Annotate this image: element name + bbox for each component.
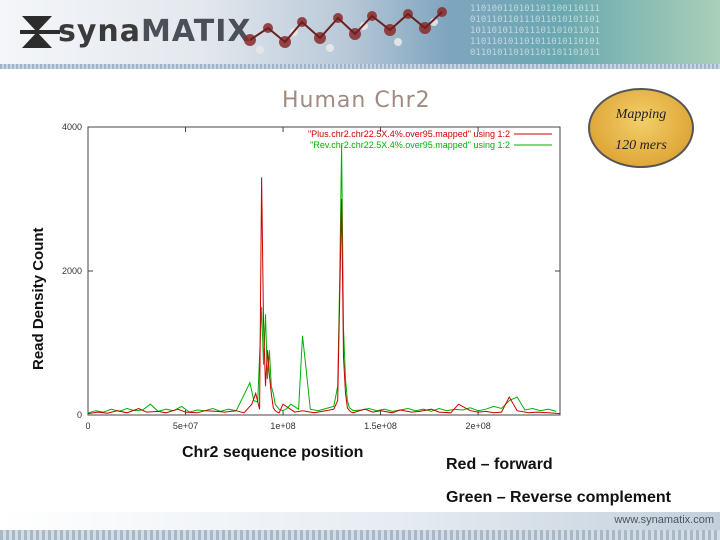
plot-area: 0 5e+07 1e+08 1.5e+08 2e+08 0 2000 4000 "Plus.ch… <box>62 122 561 431</box>
binary-line: 011010110101101101101011 <box>470 48 601 58</box>
logo-bar-icon <box>20 30 60 34</box>
x-tick-label: 5e+07 <box>173 421 198 431</box>
binary-line: 010110110111011010101101 <box>470 15 601 25</box>
logo-wordmark: synaMATIX <box>58 14 252 49</box>
legend-entry-label: "Plus.chr2.chr22.5X.4%.over95.mapped" us… <box>308 129 510 139</box>
logo-text-right: MATIX <box>141 14 252 49</box>
x-axis-label: Chr2 sequence position <box>182 444 364 461</box>
binary-line: 101101011011101101011011 <box>470 26 601 36</box>
legend-entry-label: "Rev.chr2.chr22.5X.4%.over95.mapped" usi… <box>310 140 510 150</box>
x-tick-label: 1e+08 <box>270 421 295 431</box>
synamatix-logo <box>20 16 60 48</box>
y-tick-label: 4000 <box>62 122 82 132</box>
x-tick-label: 2e+08 <box>465 421 490 431</box>
x-tick-label: 1.5e+08 <box>364 421 397 431</box>
logo-triangle-bottom-icon <box>22 32 52 48</box>
mapping-badge: Mapping 120 mers <box>588 88 694 168</box>
logo-text-left: syna <box>58 14 142 49</box>
footer-url: www.synamatix.com <box>614 514 714 526</box>
binary-decoration: 110100110101101100110111 010110110111011… <box>470 4 720 64</box>
y-tick-label: 0 <box>77 410 82 420</box>
x-tick-label: 0 <box>85 421 90 431</box>
series-line-forward <box>87 177 561 415</box>
header-banner: synaMATIX 110100110101101100110111 01011… <box>0 0 720 64</box>
page-title: Human Chr2 <box>282 88 431 113</box>
badge-line2: 120 mers <box>615 138 667 153</box>
molecule-decoration-icon <box>244 7 447 54</box>
binary-line: 110110101101011010110101 <box>470 37 601 47</box>
legend-note-green: Green – Reverse complement <box>446 489 671 506</box>
plot-frame <box>87 126 561 416</box>
binary-line: 110100110101101100110111 <box>470 4 601 14</box>
y-axis-label: Read Density Count <box>30 227 47 370</box>
header-divider <box>0 64 720 69</box>
legend-note-red: Red – forward <box>446 456 553 473</box>
logo-triangle-top-icon <box>22 16 52 32</box>
badge-line1: Mapping <box>615 107 667 122</box>
footer-divider <box>0 530 720 540</box>
series-line-reverse <box>87 144 557 414</box>
y-tick-label: 2000 <box>62 266 82 276</box>
